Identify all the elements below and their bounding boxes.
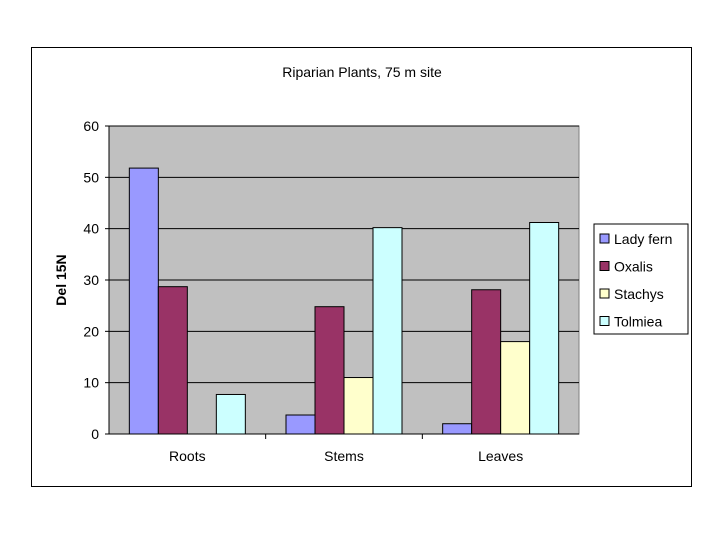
legend-swatch <box>599 261 610 271</box>
y-tick-label: 10 <box>83 375 99 391</box>
x-tick-label: Leaves <box>478 448 523 464</box>
bar <box>372 227 403 435</box>
chart-title: Riparian Plants, 75 m site <box>282 64 442 80</box>
bar <box>157 286 188 435</box>
y-tick-label: 60 <box>83 118 99 134</box>
x-tick-label: Stems <box>324 448 364 464</box>
legend-swatch <box>599 288 610 299</box>
bar <box>442 423 473 435</box>
bar <box>343 377 374 435</box>
x-tick-label: Roots <box>169 448 206 464</box>
y-tick-label: 50 <box>83 169 99 185</box>
bar <box>471 289 502 435</box>
y-tick-label: 30 <box>83 272 99 288</box>
y-tick-label: 20 <box>83 323 99 339</box>
legend <box>593 223 689 335</box>
legend-swatch <box>599 316 610 326</box>
bar <box>529 222 560 435</box>
legend-swatch <box>599 233 610 244</box>
bar <box>500 341 531 435</box>
y-tick-label: 0 <box>91 426 99 442</box>
legend-label: Oxalis <box>614 259 653 275</box>
bar <box>285 414 316 435</box>
legend-label: Tolmiea <box>614 314 662 330</box>
bar <box>128 167 159 435</box>
y-axis-label: Del 15N <box>53 254 69 305</box>
bar <box>215 393 246 435</box>
bar <box>314 306 345 435</box>
legend-label: Lady fern <box>614 231 672 247</box>
y-tick-label: 40 <box>83 221 99 237</box>
legend-label: Stachys <box>614 286 664 302</box>
